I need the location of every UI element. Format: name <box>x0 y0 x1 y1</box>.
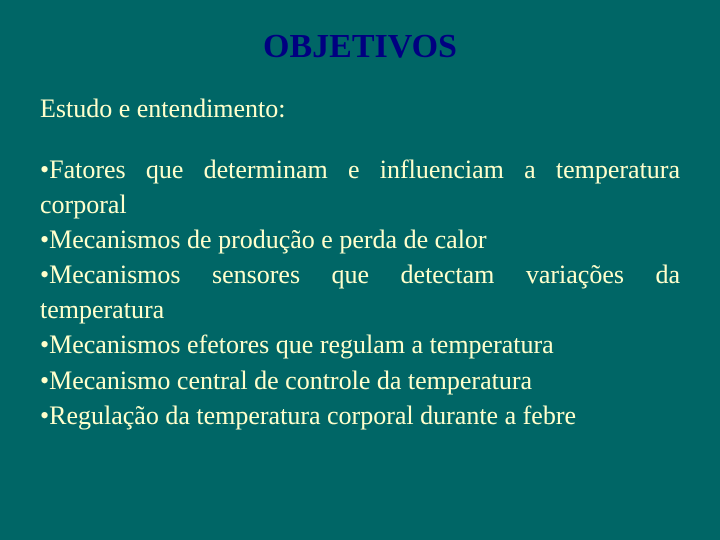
bullet-item: •Mecanismo central de controle da temper… <box>40 363 680 398</box>
bullet-item: •Mecanismos de produção e perda de calor <box>40 222 680 257</box>
bullet-item: •Fatores que determinam e influenciam a … <box>40 152 680 222</box>
slide-subtitle: Estudo e entendimento: <box>40 94 680 124</box>
bullet-list: •Fatores que determinam e influenciam a … <box>40 152 680 433</box>
slide: OBJETIVOS Estudo e entendimento: •Fatore… <box>0 0 720 540</box>
bullet-item: •Mecanismos sensores que detectam variaç… <box>40 257 680 327</box>
bullet-item: •Regulação da temperatura corporal duran… <box>40 398 680 433</box>
bullet-item: •Mecanismos efetores que regulam a tempe… <box>40 327 680 362</box>
slide-title: OBJETIVOS <box>40 28 680 66</box>
